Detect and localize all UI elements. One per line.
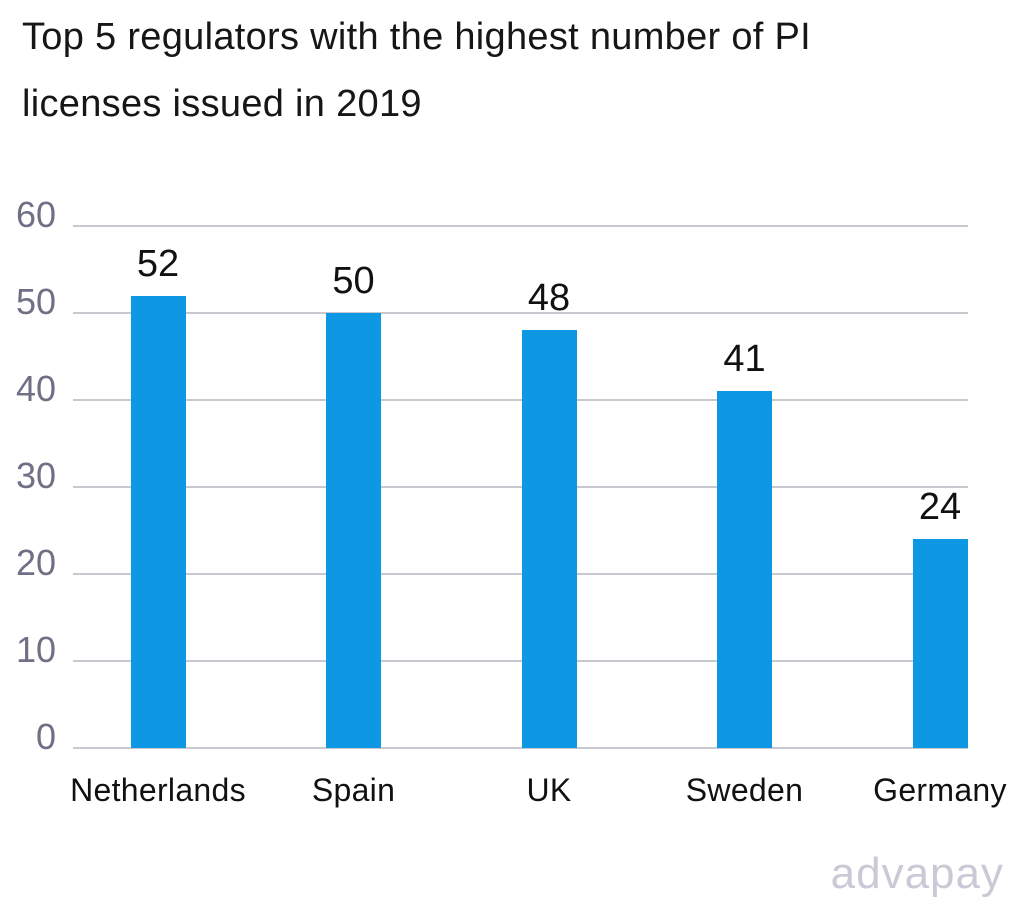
y-axis-tick-label: 60 — [15, 194, 56, 235]
bar-uk — [521, 330, 577, 748]
gridline — [73, 660, 968, 662]
bar-value-label: 50 — [332, 260, 375, 302]
chart-title: Top 5 regulators with the highest number… — [22, 4, 962, 138]
bar-spain — [326, 313, 381, 748]
y-axis-tick-label: 40 — [15, 368, 56, 409]
bar-value-label: 24 — [918, 486, 962, 529]
x-axis-category-label: Netherlands — [70, 772, 246, 808]
chart-title-line-2: licenses issued in 2019 — [22, 83, 422, 125]
y-axis-tick-label: 30 — [15, 455, 56, 496]
gridline — [73, 312, 968, 314]
bar-germany — [912, 539, 968, 748]
y-axis-tick-label: 20 — [15, 542, 56, 583]
x-axis-category-label: Sweden — [685, 772, 804, 808]
advapay-watermark: advapay — [830, 849, 1004, 898]
y-axis-tick-label: 0 — [35, 716, 56, 757]
gridline — [73, 486, 968, 488]
bar-netherlands — [130, 295, 186, 748]
y-axis-tick-label: 50 — [15, 281, 56, 322]
gridline — [73, 399, 968, 401]
y-axis-tick-label: 10 — [15, 629, 56, 670]
x-axis-category-label: Spain — [311, 772, 396, 808]
chart-title-line-1: Top 5 regulators with the highest number… — [22, 16, 812, 58]
gridline — [73, 225, 968, 227]
x-axis-category-label: UK — [526, 772, 572, 808]
bar-sweden — [717, 391, 772, 748]
x-axis-category-label: Germany — [873, 772, 1007, 808]
bar-value-label: 48 — [527, 277, 571, 320]
gridline — [73, 573, 968, 575]
gridline — [73, 747, 968, 749]
bar-value-label: 41 — [723, 338, 766, 381]
bar-value-label: 52 — [136, 242, 180, 285]
